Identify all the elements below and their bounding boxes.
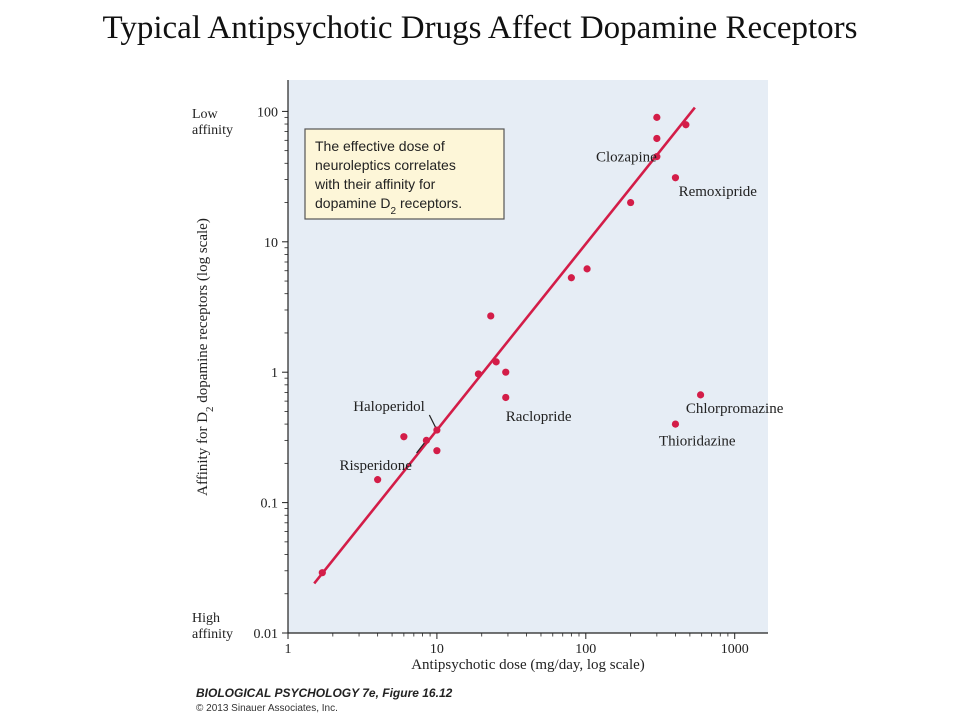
copyright-notice: © 2013 Sinauer Associates, Inc. [196, 703, 338, 714]
x-tick-label: 100 [575, 642, 596, 657]
drug-label: Haloperidol [353, 399, 425, 415]
data-point [474, 370, 483, 378]
drug-label: Thioridazine [659, 433, 736, 449]
y-tick-label: 0.01 [254, 627, 279, 642]
page-title: Typical Antipsychotic Drugs Affect Dopam… [102, 10, 858, 46]
y-end-label-bottom-line1: High [192, 611, 220, 626]
data-point [422, 436, 430, 444]
data-point [374, 476, 382, 484]
y-end-label-top-line1: Low [192, 107, 219, 122]
drug-label: Remoxipride [679, 184, 758, 200]
callout-box: The effective dose of neuroleptics correl… [304, 128, 505, 220]
data-point [653, 134, 661, 143]
data-point [433, 426, 441, 434]
y-axis-label-rest: dopamine receptors (log scale) [195, 218, 211, 406]
data-point [671, 174, 680, 182]
callout-text-rest: receptors. [396, 195, 462, 211]
y-tick-label: 10 [264, 236, 278, 251]
data-point [433, 447, 441, 455]
y-end-label-top: Low affinity [192, 107, 233, 138]
regression-line [313, 106, 696, 585]
callout-text-line: with their affinity for [314, 176, 436, 192]
y-axis-label-main: Affinity for D [195, 412, 211, 496]
data-point [696, 391, 705, 399]
data-point [653, 153, 661, 161]
y-tick-label: 0.1 [261, 497, 279, 512]
x-tick-label: 10 [430, 642, 444, 657]
data-point [400, 433, 408, 441]
data-points [318, 113, 705, 577]
x-axis-label: Antipsychotic dose (mg/day, log scale) [411, 657, 645, 673]
data-point [682, 121, 690, 129]
callout-text-line: neuroleptics correlates [315, 157, 456, 173]
callout-text-line: dopamine D2 receptors. [315, 195, 462, 217]
callout-background [304, 128, 505, 220]
y-axis-label-subscript: 2 [204, 406, 216, 412]
drug-label: Raclopride [506, 409, 572, 425]
y-tick-label: 100 [257, 105, 278, 120]
data-point [627, 198, 635, 207]
y-end-label-bottom: High affinity [192, 611, 233, 642]
y-axis-label: Affinity for D2 dopamine receptors (log … [195, 218, 216, 496]
annotation-labels: Clozapine Remoxipride Raclopride Chlorproma… [339, 150, 783, 474]
data-point [492, 358, 500, 366]
callout-text-main: dopamine D [315, 195, 391, 211]
data-point [318, 569, 326, 577]
data-point [502, 368, 510, 376]
callout-text-line: The effective dose of [315, 138, 445, 154]
data-point [567, 274, 575, 282]
axis-ticks: 1 10 100 1000 0.01 0.1 1 10 100 [254, 105, 749, 657]
x-tick-label: 1 [285, 642, 292, 657]
data-point [583, 265, 591, 273]
data-point [502, 393, 510, 402]
data-point [671, 420, 680, 428]
data-point [653, 113, 661, 121]
drug-label: Clozapine [596, 150, 657, 166]
drug-label: Chlorpromazine [686, 401, 784, 417]
y-tick-label: 1 [271, 366, 278, 381]
x-tick-label: 1000 [721, 642, 749, 657]
data-point [487, 312, 495, 320]
y-end-label-bottom-line2: affinity [192, 627, 233, 642]
axes [287, 80, 768, 634]
y-end-label-top-line2: affinity [192, 123, 233, 138]
callout-text-subscript: 2 [391, 206, 397, 217]
figure-credit: BIOLOGICAL PSYCHOLOGY 7e, Figure 16.12 [196, 686, 453, 700]
drug-label: Risperidone [339, 458, 412, 474]
